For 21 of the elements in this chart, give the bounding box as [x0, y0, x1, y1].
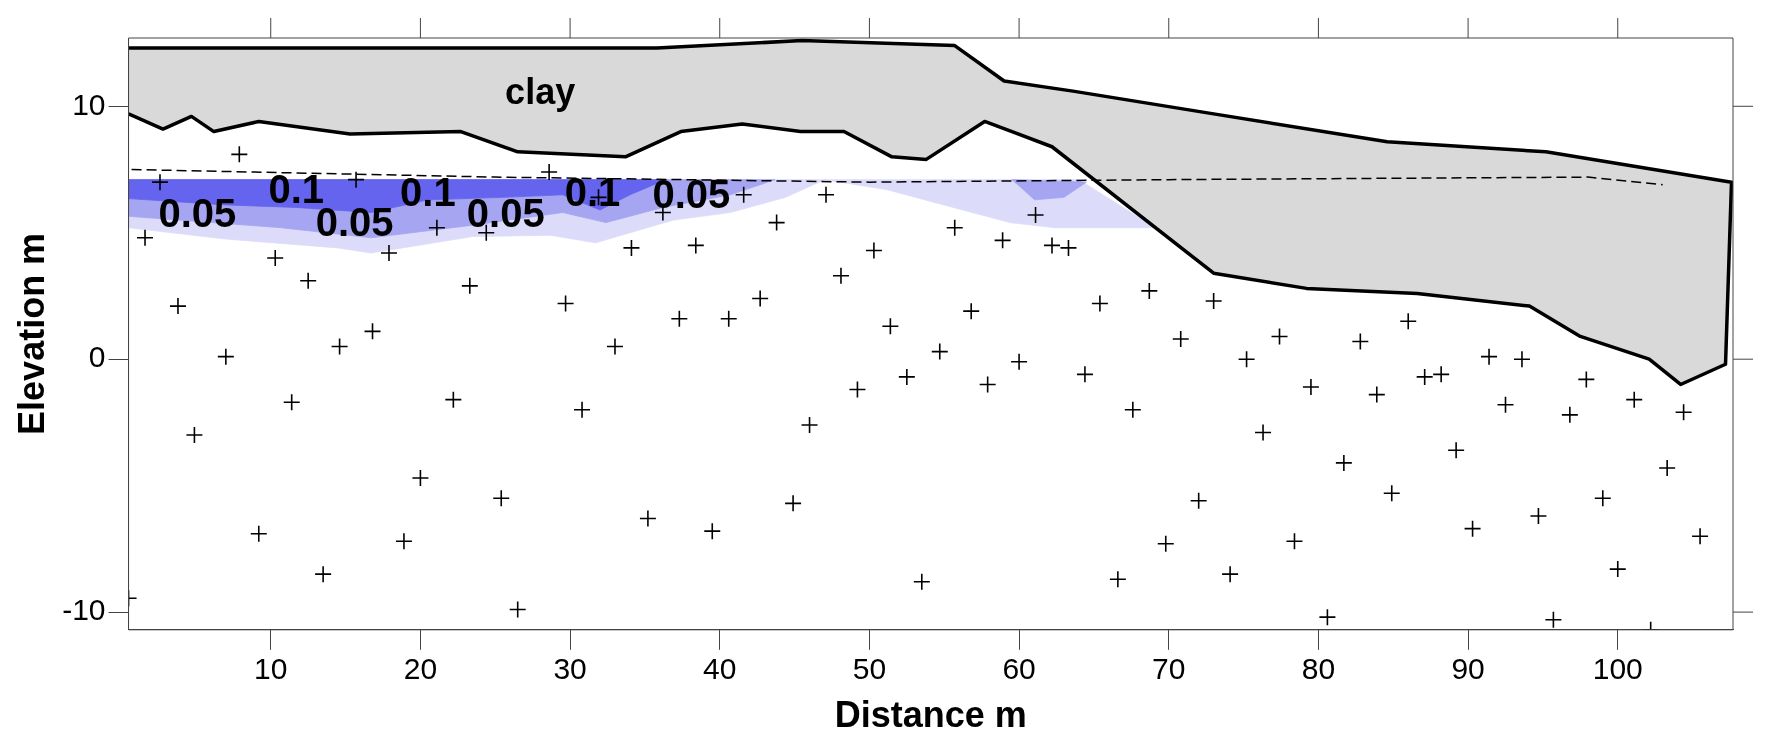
annotation: 0.05 — [466, 191, 545, 236]
annotation: 0.05 — [158, 191, 237, 236]
x-tick-label: 20 — [403, 652, 438, 686]
x-tick-label: 10 — [254, 652, 288, 686]
x-tick-label: 40 — [703, 652, 737, 686]
x-tick-label: 70 — [1152, 652, 1186, 686]
x-tick-label: 50 — [852, 652, 887, 686]
annotation: 0.05 — [652, 172, 731, 217]
x-tick-label: 80 — [1301, 652, 1336, 686]
x-axis-title: Distance m — [834, 694, 1027, 736]
x-tick-label: 100 — [1592, 652, 1643, 686]
annotation: 0.1 — [564, 169, 621, 214]
y-tick-label: -10 — [62, 593, 106, 627]
x-tick-label: 90 — [1451, 652, 1485, 686]
x-tick-label: 30 — [553, 652, 587, 686]
annotation: 0.1 — [400, 169, 456, 214]
x-tick-label: 60 — [1002, 652, 1036, 686]
y-axis-title: Elevation m — [10, 232, 52, 435]
y-tick-label: 0 — [88, 340, 106, 374]
y-tick-label: 10 — [72, 87, 106, 121]
annotation: clay — [505, 70, 576, 112]
